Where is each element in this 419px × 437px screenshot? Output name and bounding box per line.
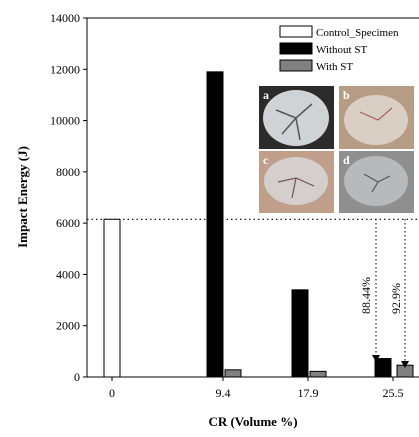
photo-label-b: b	[343, 88, 350, 102]
x-axis-ticks: 0 9.4 17.9 25.5	[109, 377, 404, 400]
x-tick-label: 0	[109, 386, 115, 400]
legend-swatch-control	[279, 25, 313, 38]
photo-c: c	[259, 151, 334, 213]
legend: Control_Specimen Without ST With ST	[275, 19, 419, 77]
annotation-arrowhead-2	[401, 361, 409, 368]
annotation-92-9: 92.9%	[389, 283, 403, 314]
x-axis-title: CR (Volume %)	[208, 414, 297, 429]
bar-with-st-9-4	[224, 369, 242, 378]
y-tick-label: 12000	[50, 62, 80, 76]
annotation-arrowhead-1	[372, 355, 380, 362]
y-tick-label: 8000	[56, 165, 80, 179]
y-tick-label: 0	[74, 370, 80, 384]
y-axis-ticks: 0 2000 4000 6000 8000 10000 12000 14000	[50, 11, 87, 384]
photo-b: b	[339, 86, 414, 149]
y-tick-label: 2000	[56, 319, 80, 333]
photo-label-a: a	[263, 88, 269, 102]
bar-without-st-17-9	[291, 289, 309, 378]
annotation-88-44: 88.44%	[359, 277, 373, 314]
bar-without-st-25-5	[374, 358, 392, 378]
photo-d: d	[339, 151, 414, 213]
annotations: 88.44% 92.9%	[359, 219, 409, 368]
legend-label-with-st: With ST	[316, 61, 353, 73]
legend-swatch-without-st	[279, 42, 313, 55]
y-tick-label: 6000	[56, 216, 80, 230]
inset-photos: a b c d	[259, 86, 414, 213]
photo-label-d: d	[343, 153, 350, 167]
photo-a: a	[259, 86, 334, 149]
y-tick-label: 4000	[56, 267, 80, 281]
legend-label-without-st: Without ST	[316, 44, 367, 56]
bar-with-st-17-9	[309, 370, 327, 378]
legend-swatch-with-st	[279, 59, 313, 72]
y-tick-label: 14000	[50, 11, 80, 25]
x-tick-label: 17.9	[298, 386, 319, 400]
photo-label-c: c	[263, 153, 269, 167]
legend-label-control: Control_Specimen	[316, 27, 399, 39]
x-tick-label: 9.4	[216, 386, 231, 400]
y-tick-label: 10000	[50, 114, 80, 128]
bar-without-st-9-4	[206, 71, 224, 378]
y-axis-title: Impact Energy (J)	[15, 146, 30, 248]
x-tick-label: 25.5	[383, 386, 404, 400]
bar-control-specimen-0	[103, 218, 121, 378]
